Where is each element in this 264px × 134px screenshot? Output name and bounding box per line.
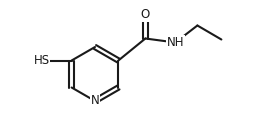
Text: O: O <box>141 8 150 21</box>
Text: HS: HS <box>34 54 50 67</box>
Text: NH: NH <box>167 36 184 49</box>
Text: N: N <box>91 94 99 107</box>
